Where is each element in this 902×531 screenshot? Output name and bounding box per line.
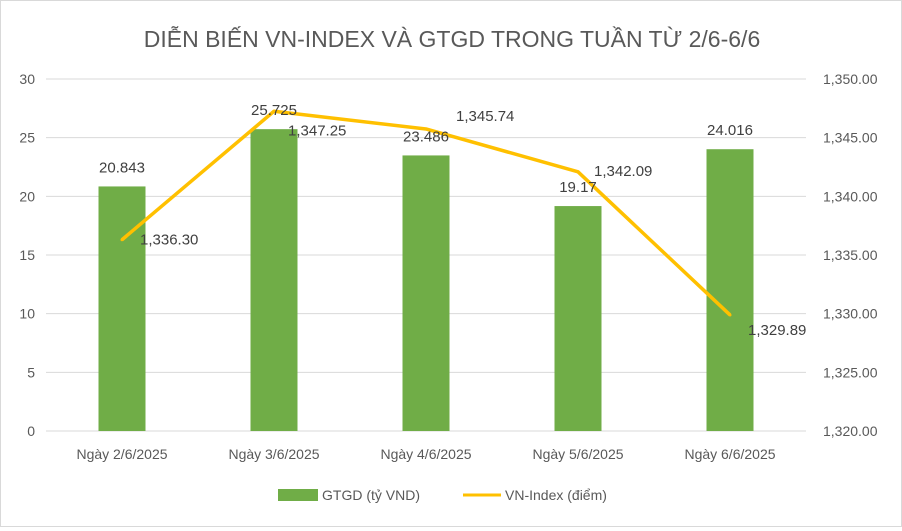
line-data-label: 1,329.89 xyxy=(748,322,806,339)
bar-data-label: 23.486 xyxy=(403,128,449,145)
bar-data-label: 24.016 xyxy=(707,122,753,139)
legend-bar-swatch xyxy=(278,489,318,501)
bar xyxy=(250,129,298,431)
bar xyxy=(402,155,450,431)
legend-bar-label: GTGD (tỷ VND) xyxy=(322,487,420,503)
vn-index-point xyxy=(272,109,276,113)
right-axis-tick: 1,330.00 xyxy=(823,306,878,322)
vn-index-point xyxy=(424,127,428,131)
left-axis-tick: 5 xyxy=(27,364,35,380)
line-data-label: 1,345.74 xyxy=(456,108,514,125)
vn-index-point xyxy=(576,170,580,174)
line-data-label: 1,347.25 xyxy=(288,122,346,139)
left-axis-tick: 10 xyxy=(19,306,35,322)
left-axis-tick: 15 xyxy=(19,247,35,263)
x-axis-tick: Ngày 5/6/2025 xyxy=(532,446,623,462)
x-axis-tick: Ngày 3/6/2025 xyxy=(228,446,319,462)
left-axis-tick: 30 xyxy=(19,71,35,87)
right-axis-tick: 1,325.00 xyxy=(823,364,878,380)
right-axis-tick: 1,335.00 xyxy=(823,247,878,263)
bar xyxy=(98,186,146,431)
line-data-label: 1,336.30 xyxy=(140,232,198,249)
right-axis-tick: 1,340.00 xyxy=(823,188,878,204)
left-axis-tick: 25 xyxy=(19,130,35,146)
x-axis-tick: Ngày 4/6/2025 xyxy=(380,446,471,462)
legend-line-label: VN-Index (điểm) xyxy=(505,487,607,503)
bar-data-label: 25.725 xyxy=(251,102,297,119)
vn-index-point xyxy=(728,313,732,317)
right-axis-tick: 1,320.00 xyxy=(823,423,878,439)
bar xyxy=(706,149,754,431)
legend: GTGD (tỷ VND) VN-Index (điểm) xyxy=(278,487,607,503)
right-axis-tick: 1,345.00 xyxy=(823,130,878,146)
right-axis-tick: 1,350.00 xyxy=(823,71,878,87)
left-axis-tick: 20 xyxy=(19,188,35,204)
chart-title: DIỄN BIẾN VN-INDEX VÀ GTGD TRONG TUẦN TỪ… xyxy=(144,24,761,52)
x-axis-tick: Ngày 2/6/2025 xyxy=(76,446,167,462)
left-axis-tick: 0 xyxy=(27,423,35,439)
vn-index-point xyxy=(120,238,124,242)
bar-data-label: 19.17 xyxy=(559,179,597,196)
bar-data-label: 20.843 xyxy=(99,159,145,176)
bar xyxy=(554,206,602,431)
x-axis-tick: Ngày 6/6/2025 xyxy=(684,446,775,462)
line-data-label: 1,342.09 xyxy=(594,163,652,180)
